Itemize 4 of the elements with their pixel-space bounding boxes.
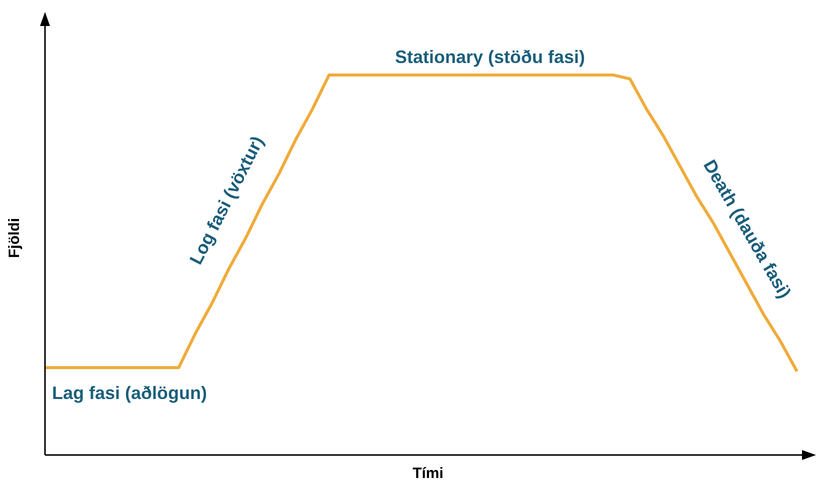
x-axis-title: Tími [412, 465, 444, 482]
y-axis-title: Fjöldi [6, 218, 23, 258]
text: Stationary (stöðu fasi) [394, 47, 586, 67]
annotation: Lag fasi (aðlögun) [52, 383, 207, 403]
